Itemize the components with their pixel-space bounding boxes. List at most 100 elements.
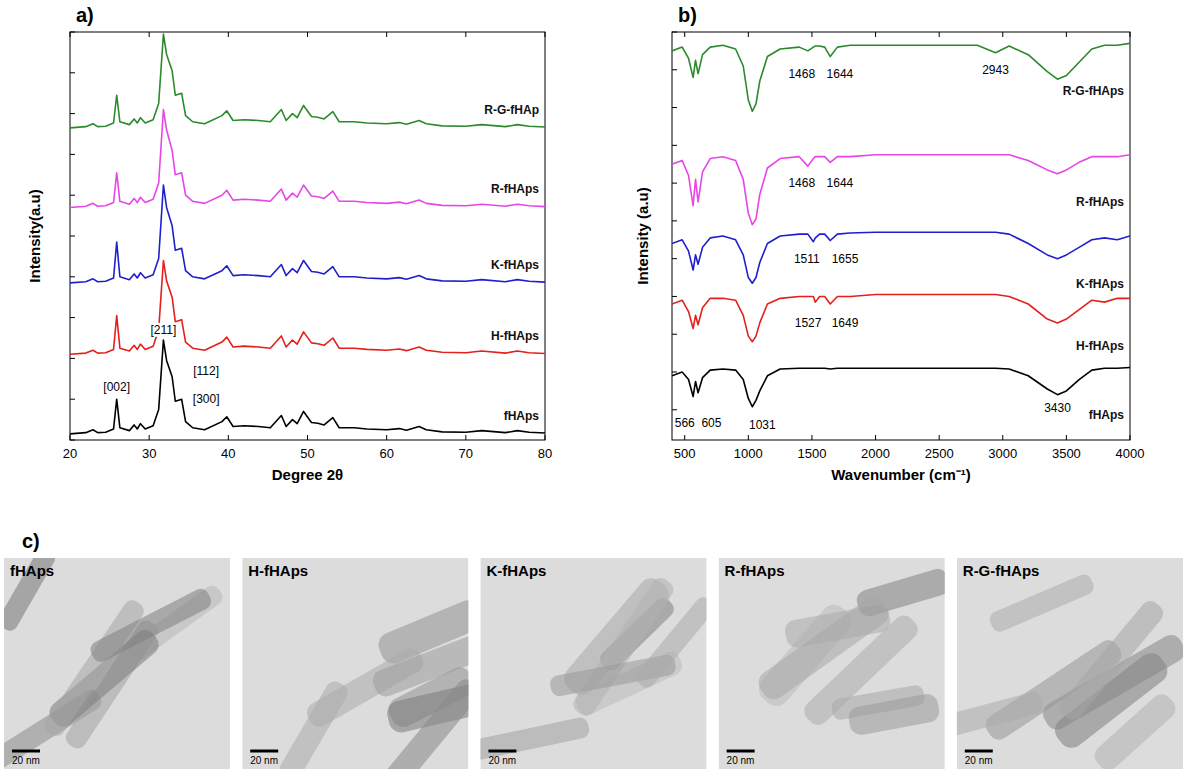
panel-letter: b) [678, 4, 697, 26]
x-tick [1066, 32, 1067, 37]
annotation-patch [787, 67, 816, 81]
spectrum-line [70, 340, 545, 434]
annotation: 1468 [788, 176, 815, 190]
annotation: 1655 [832, 252, 859, 266]
x-tick [748, 32, 749, 37]
annotation-patch [700, 416, 722, 430]
x-tick [149, 32, 150, 37]
figure: a)20304050607080Degree 2θIntensity(a.u)f… [0, 0, 1187, 775]
spectrum-line [672, 232, 1130, 283]
chart-panel: b)5001000150020002500300035004000Wavenum… [634, 4, 1144, 483]
y-tick [70, 236, 75, 237]
y-tick [70, 440, 75, 441]
annotations: 5666051031343015271649151116551468164414… [674, 63, 1072, 432]
annotation-patch [826, 176, 855, 190]
x-tick [307, 435, 308, 440]
plot-frame [70, 32, 545, 440]
y-tick [672, 183, 677, 184]
image-label: R-G-fHAps [963, 562, 1040, 579]
y-tick [70, 276, 75, 277]
x-tick-label: 1500 [797, 446, 826, 461]
annotation: 1644 [827, 176, 854, 190]
y-tick [70, 317, 75, 318]
x-tick [228, 435, 229, 440]
nanorod [41, 597, 147, 739]
annotation: 1511 [794, 252, 820, 266]
annotations: [002][211][112][300] [102, 323, 220, 406]
x-tick [811, 435, 812, 440]
x-axis-title: Wavenumber (cm⁻¹) [831, 466, 970, 483]
y-axis-title: Intensity(a.u) [26, 189, 43, 282]
x-tick-label: 40 [221, 446, 235, 461]
chart-panel: a)20304050607080Degree 2θIntensity(a.u)f… [26, 4, 552, 483]
y-tick [672, 69, 677, 70]
scale-bar [488, 750, 516, 753]
x-tick-label: 4000 [1116, 446, 1145, 461]
y-tick [672, 296, 677, 297]
scale-bar [965, 750, 993, 753]
annotation: 566 [675, 416, 695, 430]
x-tick [684, 32, 685, 37]
scale-bar-label: 20 nm [965, 755, 993, 766]
nanorod [632, 594, 706, 691]
y-tick [70, 72, 75, 73]
nanorod [847, 692, 941, 737]
annotation-patch [826, 67, 855, 81]
x-tick [1066, 435, 1067, 440]
y-tick [672, 220, 677, 221]
annotation: 2943 [982, 63, 1009, 77]
tem-image [4, 558, 230, 769]
y-tick [70, 399, 75, 400]
x-tick-label: 1000 [734, 446, 763, 461]
annotation: 1468 [788, 67, 815, 81]
x-tick [1130, 435, 1131, 440]
x-tick [386, 32, 387, 37]
annotation: 3430 [1044, 401, 1071, 415]
annotation-patch [192, 392, 221, 406]
x-tick [811, 32, 812, 37]
y-tick [672, 32, 677, 33]
y-tick [672, 107, 677, 108]
x-tick [875, 32, 876, 37]
series-label: fHAps [504, 409, 540, 423]
x-tick [465, 435, 466, 440]
x-tick-label: 50 [300, 446, 314, 461]
scale-bar-label: 20 nm [727, 755, 755, 766]
x-tick-label: 80 [538, 446, 552, 461]
series-label: R-G-fHAps [1063, 84, 1125, 98]
image-label: R-fHAps [725, 562, 785, 579]
annotation: [002] [103, 380, 130, 394]
scale-bar-label: 20 nm [12, 755, 40, 766]
spectrum-line [70, 110, 545, 208]
annotation-patch [674, 416, 696, 430]
scale-bar [250, 750, 278, 753]
image-label: fHAps [10, 562, 54, 579]
series-group [70, 34, 545, 434]
annotation: [211] [151, 323, 177, 337]
nanorod [370, 626, 469, 700]
annotation-patch [787, 176, 816, 190]
y-tick [672, 409, 677, 410]
annotation: 1031 [749, 418, 776, 432]
spectrum-line [70, 34, 545, 128]
panel-letter: a) [76, 4, 94, 26]
x-tick-label: 70 [459, 446, 473, 461]
x-axis-title: Degree 2θ [272, 466, 343, 483]
panel-letter: c) [22, 530, 40, 552]
nanorod [957, 690, 1045, 739]
tem-image [719, 558, 945, 769]
annotation-patch [192, 364, 220, 378]
annotation-patch [748, 418, 777, 432]
series-label: K-fHAps [1076, 277, 1124, 291]
x-tick-label: 500 [674, 446, 696, 461]
image-label: H-fHAps [248, 562, 308, 579]
x-tick [228, 32, 229, 37]
x-tick [939, 32, 940, 37]
spectrum-line [672, 155, 1130, 225]
x-tick-label: 2000 [861, 446, 890, 461]
x-tick-label: 30 [142, 446, 156, 461]
y-tick [672, 372, 677, 373]
series-label: K-fHAps [491, 258, 539, 272]
annotation-patch [981, 63, 1010, 77]
nanorod [87, 586, 214, 665]
